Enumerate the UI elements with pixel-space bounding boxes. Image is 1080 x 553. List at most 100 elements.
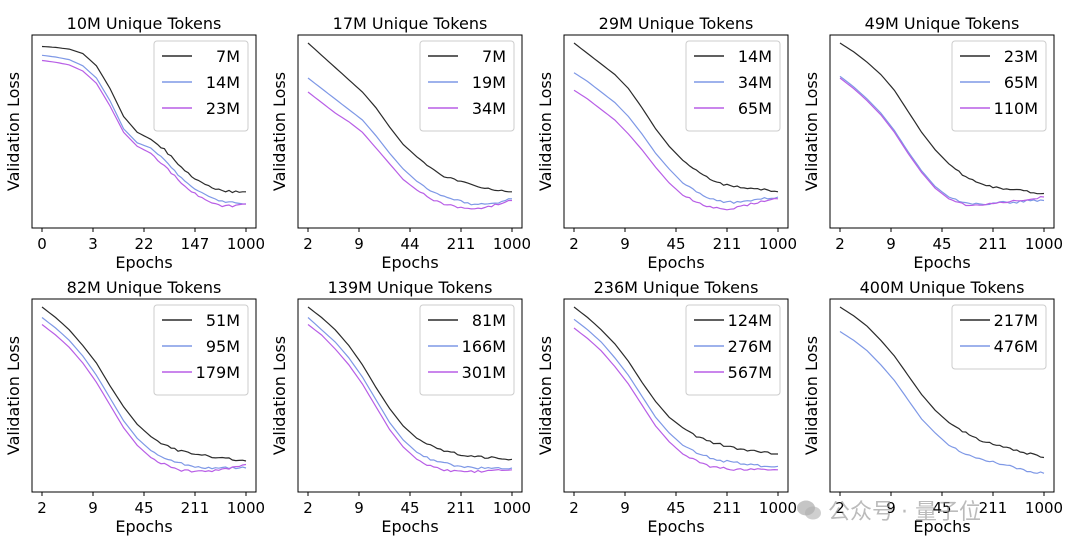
x-tick-label: 0	[37, 235, 47, 253]
legend-label: 65M	[1004, 73, 1038, 92]
subplot-8: 400M Unique Tokens Epochs Validation Loss 2…	[802, 278, 1063, 536]
x-tick-label: 2	[37, 499, 47, 517]
series-line-34M	[307, 91, 512, 210]
x-tick-label: 211	[979, 499, 1008, 517]
x-tick-label: 2	[569, 499, 579, 517]
y-axis-label: Validation Loss	[4, 336, 23, 455]
legend-label: 179M	[196, 363, 240, 382]
legend-label: 7M	[482, 47, 506, 66]
subplot-7: 236M Unique Tokens Epochs Validation Loss 2…	[536, 278, 797, 536]
series-line-110M	[839, 77, 1045, 207]
x-tick-label: 9	[88, 499, 98, 517]
x-tick-label: 45	[134, 499, 153, 517]
y-axis-label: Validation Loss	[802, 336, 821, 455]
series-line-81M	[307, 306, 513, 461]
x-axis-label: Epochs	[913, 517, 970, 536]
series-line-166M	[307, 317, 513, 470]
x-tick-label: 22	[134, 235, 153, 253]
legend-label: 276M	[728, 337, 772, 356]
series-line-7M	[307, 42, 512, 193]
x-tick-label: 2	[303, 499, 313, 517]
x-axis-label: Epochs	[647, 517, 704, 536]
x-tick-label: 1000	[227, 499, 265, 517]
legend-label: 19M	[472, 73, 506, 92]
legend-label: 81M	[472, 311, 506, 330]
series-line-23M	[839, 42, 1045, 195]
x-axis-label: Epochs	[115, 517, 172, 536]
series-line-14M	[573, 42, 779, 193]
x-tick-label: 2	[835, 235, 845, 253]
chart-title: 139M Unique Tokens	[328, 278, 493, 297]
subplot-4: 49M Unique Tokens Epochs Validation Loss 2 9…	[802, 14, 1063, 272]
x-tick-label: 45	[666, 235, 685, 253]
series-line-65M	[839, 75, 1045, 206]
legend-label: 34M	[738, 73, 772, 92]
x-tick-label: 211	[713, 235, 742, 253]
chart-title: 400M Unique Tokens	[860, 278, 1025, 297]
x-axis-label: Epochs	[381, 517, 438, 536]
x-tick-label: 9	[886, 499, 896, 517]
x-tick-label: 3	[88, 235, 98, 253]
chart-title: 17M Unique Tokens	[333, 14, 488, 33]
legend-label: 166M	[462, 337, 506, 356]
legend-label: 7M	[216, 47, 240, 66]
x-tick-label: 1000	[227, 235, 265, 253]
x-tick-label: 211	[713, 499, 742, 517]
legend-label: 301M	[462, 363, 506, 382]
legend-box	[951, 304, 1047, 370]
chart-title: 82M Unique Tokens	[67, 278, 222, 297]
x-tick-label: 1000	[759, 499, 797, 517]
subplot-1: 10M Unique Tokens Epochs Validation Loss 0 3…	[4, 14, 265, 272]
x-tick-label: 9	[886, 235, 896, 253]
legend-label: 14M	[206, 73, 240, 92]
legend-label: 23M	[1004, 47, 1038, 66]
x-axis-label: Epochs	[381, 253, 438, 272]
x-tick-label: 44	[400, 235, 419, 253]
subplot-2: 17M Unique Tokens Epochs Validation Loss 2 9…	[270, 14, 531, 272]
legend-label: 95M	[206, 337, 240, 356]
y-axis-label: Validation Loss	[270, 72, 289, 191]
x-axis-label: Epochs	[913, 253, 970, 272]
series-line-23M	[41, 59, 247, 208]
chart-title: 49M Unique Tokens	[865, 14, 1020, 33]
legend-label: 65M	[738, 99, 772, 118]
series-line-14M	[41, 54, 247, 205]
series-line-276M	[573, 318, 779, 468]
x-tick-label: 45	[932, 499, 951, 517]
series-line-65M	[573, 89, 779, 211]
x-tick-label: 211	[979, 235, 1008, 253]
legend-label: 110M	[994, 99, 1038, 118]
legend-label: 124M	[728, 311, 772, 330]
chat-bubble-icon	[797, 500, 821, 520]
x-tick-label: 211	[181, 499, 210, 517]
x-tick-label: 211	[447, 235, 476, 253]
x-tick-label: 9	[620, 499, 630, 517]
series-line-301M	[307, 324, 513, 474]
x-tick-label: 9	[620, 235, 630, 253]
series-line-19M	[307, 77, 513, 206]
series-line-124M	[573, 306, 778, 455]
y-axis-label: Validation Loss	[536, 336, 555, 455]
x-tick-label: 1000	[759, 235, 797, 253]
chart-title: 236M Unique Tokens	[594, 278, 759, 297]
chart-title: 29M Unique Tokens	[599, 14, 754, 33]
x-tick-label: 1000	[1025, 499, 1063, 517]
series-line-7M	[41, 45, 246, 194]
legend-label: 476M	[994, 337, 1038, 356]
legend-label: 51M	[206, 311, 240, 330]
x-tick-label: 9	[354, 235, 364, 253]
subplot-3: 29M Unique Tokens Epochs Validation Loss 2 9…	[536, 14, 797, 272]
y-axis-label: Validation Loss	[4, 72, 23, 191]
x-tick-label: 45	[666, 499, 685, 517]
x-tick-label: 1000	[1025, 235, 1063, 253]
y-axis-label: Validation Loss	[270, 336, 289, 455]
x-tick-label: 45	[400, 499, 419, 517]
legend-label: 23M	[206, 99, 240, 118]
legend-label: 34M	[472, 99, 506, 118]
series-line-95M	[41, 317, 247, 470]
legend-label: 217M	[994, 311, 1038, 330]
x-tick-label: 2	[835, 499, 845, 517]
x-tick-label: 2	[303, 235, 313, 253]
series-line-217M	[839, 306, 1045, 459]
